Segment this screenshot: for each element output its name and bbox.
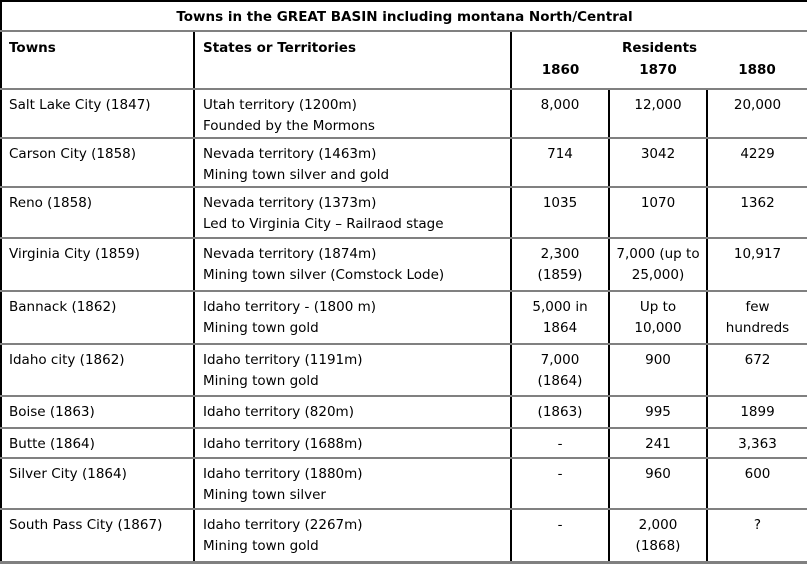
cell-state: Idaho territory (1880m) Mining town silv… xyxy=(194,458,512,510)
cell-state: Idaho territory - (1800 m) Mining town g… xyxy=(194,291,512,345)
column-header-1880: 1880 xyxy=(707,59,807,90)
cell-state: Nevada territory (1463m) Mining town sil… xyxy=(194,138,512,188)
table-row: Silver City (1864) Idaho territory (1880… xyxy=(1,458,807,510)
cell-1860: 5,000 in 1864 xyxy=(510,291,609,345)
cell-state: Nevada territory (1373m) Led to Virginia… xyxy=(194,187,512,239)
cell-1860: - xyxy=(510,428,609,459)
cell-state: Idaho territory (2267m) Mining town gold xyxy=(194,509,512,563)
cell-1860: 2,300 (1859) xyxy=(510,238,609,292)
cell-1880: 10,917 xyxy=(705,238,807,292)
cell-state: Idaho territory (1688m) xyxy=(194,428,512,459)
column-header-states: States or Territories xyxy=(194,31,512,90)
cell-1860: (1863) xyxy=(510,396,609,429)
cell-1860: - xyxy=(510,509,609,563)
column-header-towns: Towns xyxy=(1,31,195,90)
table-row: Idaho city (1862) Idaho territory (1191m… xyxy=(1,344,807,397)
column-header-1870: 1870 xyxy=(609,59,707,90)
cell-1880: 1362 xyxy=(705,187,807,239)
table-row: Virginia City (1859) Nevada territory (1… xyxy=(1,238,807,292)
column-header-residents: Residents xyxy=(621,40,698,56)
cell-1870: 900 xyxy=(608,344,707,397)
cell-1880: 672 xyxy=(705,344,807,397)
cell-1860: 7,000 (1864) xyxy=(510,344,609,397)
cell-1880: 1899 xyxy=(705,396,807,429)
cell-state: Utah territory (1200m) Founded by the Mo… xyxy=(194,89,512,139)
cell-town: South Pass City (1867) xyxy=(1,509,195,563)
table-row: Boise (1863) Idaho territory (820m) (186… xyxy=(1,396,807,429)
cell-1870: 241 xyxy=(608,428,707,459)
table-row: Butte (1864) Idaho territory (1688m) - 2… xyxy=(1,428,807,459)
cell-1870: 3042 xyxy=(608,138,707,188)
cell-town: Reno (1858) xyxy=(1,187,195,239)
cell-1860: 8,000 xyxy=(510,89,609,139)
cell-1870: 2,000 (1868) xyxy=(608,509,707,563)
header-row: Towns States or Territories Residents xyxy=(1,31,807,90)
cell-1880: 4229 xyxy=(705,138,807,188)
cell-state: Idaho territory (1191m) Mining town gold xyxy=(194,344,512,397)
cell-1870: 7,000 (up to 25,000) xyxy=(608,238,707,292)
table-row: South Pass City (1867) Idaho territory (… xyxy=(1,509,807,563)
cell-town: Boise (1863) xyxy=(1,396,195,429)
table-row: Bannack (1862) Idaho territory - (1800 m… xyxy=(1,291,807,345)
cell-1880: 600 xyxy=(705,458,807,510)
table-row: Reno (1858) Nevada territory (1373m) Led… xyxy=(1,187,807,239)
cell-1880: 20,000 xyxy=(705,89,807,139)
cell-state: Idaho territory (820m) xyxy=(194,396,512,429)
cell-state: Nevada territory (1874m) Mining town sil… xyxy=(194,238,512,292)
cell-1880: ? xyxy=(705,509,807,563)
cell-1870: 995 xyxy=(608,396,707,429)
table-title: Towns in the GREAT BASIN including monta… xyxy=(1,1,807,32)
cell-1870: 960 xyxy=(608,458,707,510)
table-row: Carson City (1858) Nevada territory (146… xyxy=(1,138,807,188)
cell-town: Salt Lake City (1847) xyxy=(1,89,195,139)
cell-town: Virginia City (1859) xyxy=(1,238,195,292)
year-header-row: 1860 1870 1880 xyxy=(1,59,807,90)
cell-town: Carson City (1858) xyxy=(1,138,195,188)
cell-town: Idaho city (1862) xyxy=(1,344,195,397)
cell-1870: 12,000 xyxy=(608,89,707,139)
cell-town: Butte (1864) xyxy=(1,428,195,459)
cell-town: Silver City (1864) xyxy=(1,458,195,510)
cell-town: Bannack (1862) xyxy=(1,291,195,345)
table-row: Salt Lake City (1847) Utah territory (12… xyxy=(1,89,807,139)
cell-1880: 3,363 xyxy=(705,428,807,459)
cell-1860: 1035 xyxy=(510,187,609,239)
cell-1870: Up to 10,000 xyxy=(608,291,707,345)
column-header-1860: 1860 xyxy=(511,59,609,90)
cell-1860: - xyxy=(510,458,609,510)
cell-1860: 714 xyxy=(510,138,609,188)
cell-1880: few hundreds xyxy=(705,291,807,345)
title-row: Towns in the GREAT BASIN including monta… xyxy=(1,1,807,32)
cell-1870: 1070 xyxy=(608,187,707,239)
